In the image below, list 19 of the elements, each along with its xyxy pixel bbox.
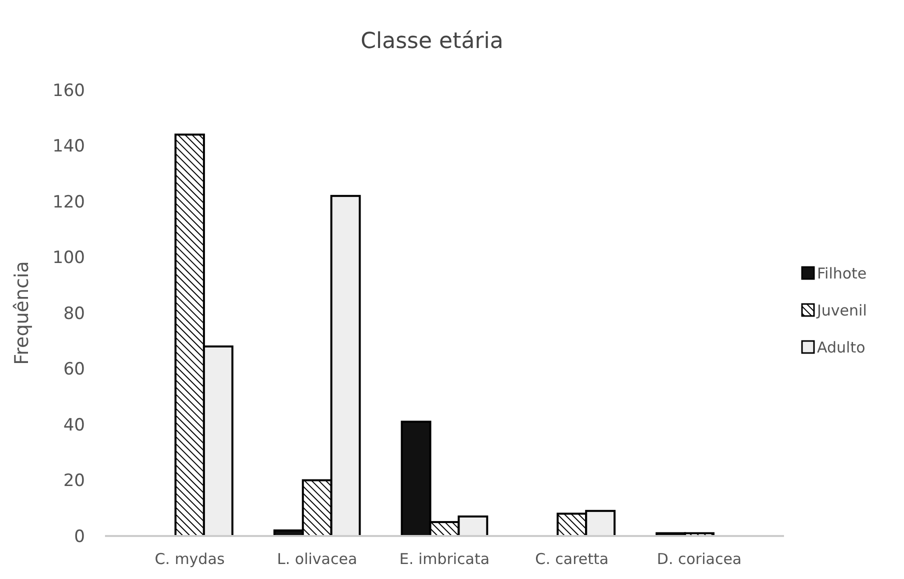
- legend-label: Adulto: [817, 338, 866, 356]
- y-tick-label: 140: [52, 136, 85, 157]
- y-tick-label: 0: [74, 526, 85, 547]
- y-tick-label: 120: [52, 192, 85, 212]
- x-tick-label: L. olivacea: [277, 550, 358, 568]
- x-tick-label: C. caretta: [535, 550, 609, 568]
- chart-title: Classe etária: [360, 29, 504, 54]
- y-tick-label: 80: [63, 304, 85, 324]
- y-tick-label: 20: [63, 471, 85, 492]
- x-tick-label: D. coriacea: [656, 550, 742, 568]
- y-tick-label: 160: [52, 80, 85, 101]
- y-tick-label: 100: [52, 248, 85, 268]
- y-tick-label: 40: [63, 415, 85, 436]
- x-tick-label: E. imbricata: [399, 550, 490, 568]
- x-tick-label: C. mydas: [154, 550, 225, 568]
- y-axis-title: Frequência: [11, 261, 33, 365]
- legend-label: Juvenil: [816, 301, 867, 320]
- y-tick-label: 60: [63, 360, 85, 380]
- legend-label: Filhote: [817, 264, 867, 282]
